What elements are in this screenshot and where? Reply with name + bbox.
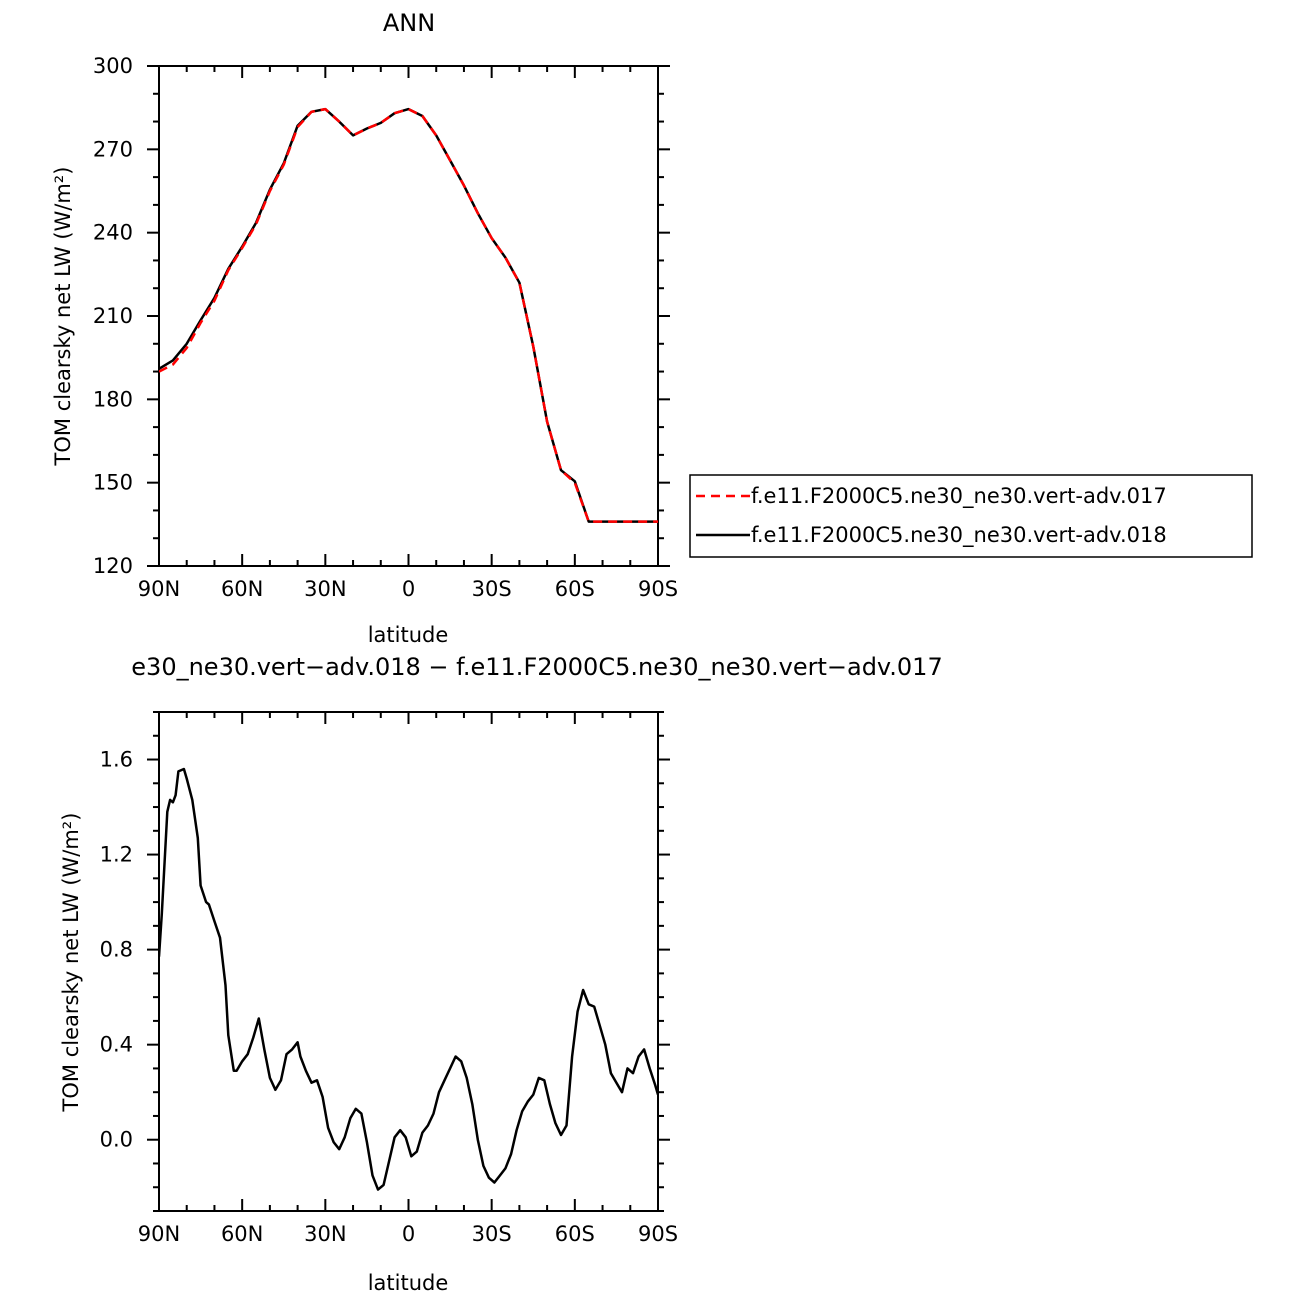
bottom-plot-area: 90N 60N 30N 0 30S 60S 90S 0.0 0.4 0.8 1.2 1.6 [100, 711, 678, 1246]
top-y-tick-label: 300 [93, 54, 133, 78]
bottom-y-tick-label: 0.4 [100, 1033, 133, 1057]
top-x-tick-label: 90S [638, 577, 678, 601]
top-x-tick-label: 30S [472, 577, 512, 601]
bottom-plot-frame [158, 711, 659, 1212]
top-plot-title: ANN [383, 9, 435, 37]
top-x-tick-label: 0 [402, 577, 415, 601]
bottom-y-tick-label: 0.8 [100, 938, 133, 962]
bottom-series-line-1 [159, 767, 658, 1191]
top-y-tick-label: 210 [93, 304, 133, 328]
bottom-x-tick-label: 90N [138, 1222, 180, 1246]
top-x-tick-label: 60S [555, 577, 595, 601]
top-series-line-2 [159, 107, 658, 523]
bottom-x-tick-label: 60S [555, 1222, 595, 1246]
bottom-x-tick-label: 90S [638, 1222, 678, 1246]
top-x-tick-label: 30N [304, 577, 346, 601]
top-x-tick-label: 60N [221, 577, 263, 601]
top-y-tick-label: 240 [93, 221, 133, 245]
bottom-x-tick-label: 30N [304, 1222, 346, 1246]
bottom-x-tick-label: 60N [221, 1222, 263, 1246]
top-y-axis-title: TOM clearsky net LW (W/m²) [51, 167, 75, 467]
bottom-x-tick-label: 30S [472, 1222, 512, 1246]
top-x-axis-title: latitude [368, 623, 449, 647]
bottom-x-axis-title: latitude [368, 1271, 449, 1295]
top-x-tick-label: 90N [138, 577, 180, 601]
top-y-tick-label: 180 [93, 387, 133, 411]
bottom-plot-title: e30_ne30.vert−adv.018 − f.e11.F2000C5.ne… [131, 653, 942, 681]
bottom-y-tick-label: 0.0 [100, 1128, 133, 1152]
bottom-x-tick-label: 0 [402, 1222, 415, 1246]
top-y-tick-label: 270 [93, 137, 133, 161]
top-plot-area: 90N 60N 30N 0 30S 60S 90S 120 150 180 210 240 270 300 [93, 54, 678, 601]
top-y-tick-label: 150 [93, 471, 133, 495]
top-series-line-1 [159, 107, 658, 523]
legend: f.e11.F2000C5.ne30_ne30.vert-adv.017 f.e… [689, 474, 1253, 558]
top-y-tick-label: 120 [93, 554, 133, 578]
legend-label-series-2: f.e11.F2000C5.ne30_ne30.vert-adv.018 [751, 523, 1167, 548]
bottom-y-tick-label: 1.2 [100, 843, 133, 867]
bottom-y-tick-label: 1.6 [100, 748, 133, 772]
legend-box [689, 474, 1253, 558]
legend-label-series-1: f.e11.F2000C5.ne30_ne30.vert-adv.017 [751, 484, 1167, 509]
bottom-y-axis-title: TOM clearsky net LW (W/m²) [59, 813, 83, 1113]
bottom-panel: e30_ne30.vert−adv.018 − f.e11.F2000C5.ne… [59, 653, 943, 1295]
top-panel: ANN 90N 60N 30N 0 30S 60S 90S 120 150 180 210 240 27… [51, 9, 678, 647]
top-plot-frame [158, 65, 659, 567]
